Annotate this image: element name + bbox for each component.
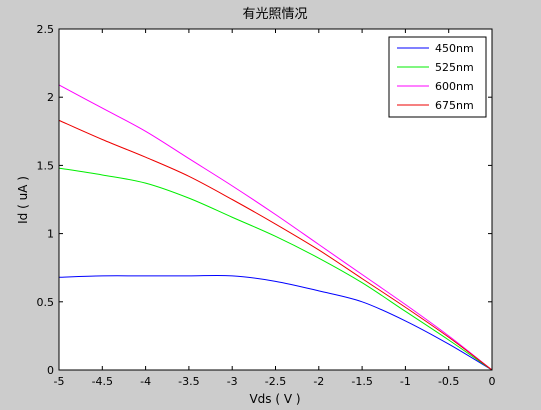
y-tick-label: 2.5 <box>37 23 55 36</box>
legend: 450nm 525nm 600nm 675nm <box>388 36 487 118</box>
y-tick-label: 0.5 <box>37 296 55 309</box>
x-tick-label: -0.5 <box>438 375 459 388</box>
chart-title: 有光照情况 <box>242 7 307 22</box>
y-tick-label: 2 <box>47 91 54 104</box>
tick-layer: -5 -4.5 -4 -3.5 -3 -2.5 -2 -1.5 -1 -0.5 0 0 0.5 1 1.5 2… <box>37 23 496 388</box>
legend-label: 450nm <box>435 42 474 55</box>
y-tick-label: 0 <box>47 364 54 377</box>
legend-label: 600nm <box>435 80 474 93</box>
series-line-600nm <box>58 84 493 371</box>
x-tick-label: 0 <box>489 375 496 388</box>
y-axis-label: Id ( uA ) <box>16 176 30 224</box>
series-line-450nm <box>58 274 493 371</box>
x-tick-label: -1 <box>400 375 411 388</box>
y-tick-label: 1 <box>47 228 54 241</box>
legend-label: 675nm <box>435 99 474 112</box>
x-tick-label: -4.5 <box>92 375 113 388</box>
x-tick-label: -3.5 <box>178 375 199 388</box>
x-tick-label: -4 <box>140 375 151 388</box>
series-line-525nm <box>58 167 493 371</box>
x-tick-label: -1.5 <box>351 375 372 388</box>
x-tick-label: -3 <box>227 375 238 388</box>
y-tick-label: 1.5 <box>37 159 55 172</box>
series-line-675nm <box>58 119 493 371</box>
legend-label: 525nm <box>435 61 474 74</box>
series-layer <box>58 84 493 371</box>
x-tick-label: -2.5 <box>265 375 286 388</box>
x-tick-label: -2 <box>313 375 324 388</box>
legend-box <box>388 36 487 118</box>
x-axis-label: Vds ( V ) <box>249 392 300 406</box>
plot-border <box>58 28 493 371</box>
x-tick-label: -5 <box>54 375 65 388</box>
